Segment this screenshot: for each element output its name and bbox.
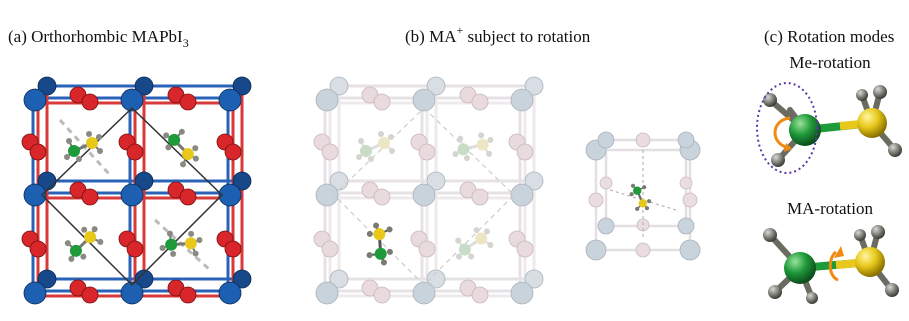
- panel-title: (b) MA+ subject to rotation: [405, 23, 591, 46]
- mode-label: Me-rotation: [789, 53, 871, 72]
- text: 3: [183, 36, 189, 50]
- text: (a) Orthorhombic MAPbI: [8, 27, 183, 46]
- figure: (a) Orthorhombic MAPbI3 (b) MA+ subject …: [0, 0, 909, 316]
- unit-cell: [586, 132, 700, 260]
- me-rotation-molecule: [757, 83, 902, 173]
- mode-label: MA-rotation: [787, 199, 873, 218]
- structure-b: [314, 77, 543, 304]
- text: (b) MA: [405, 27, 457, 46]
- structure-a: [22, 77, 251, 304]
- panel-title: (c) Rotation modes: [764, 27, 894, 46]
- panel-title: (a) Orthorhombic MAPbI3: [8, 27, 189, 50]
- text: subject to rotation: [463, 27, 591, 46]
- ma-rotation-molecule: [763, 225, 899, 304]
